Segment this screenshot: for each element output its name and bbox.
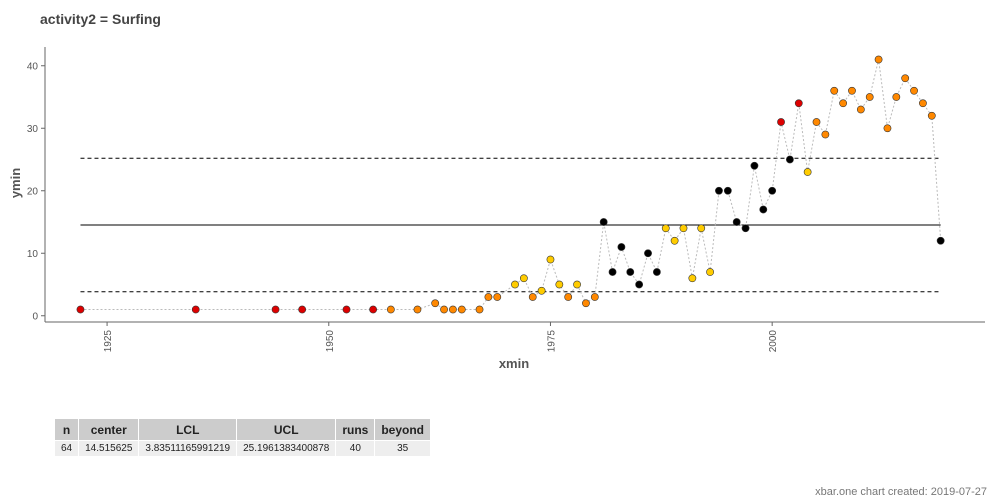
data-point [590,293,599,301]
data-point [927,111,936,120]
data-point [76,305,85,314]
data-point [670,236,679,245]
summary-header-5: beyond [375,419,431,440]
data-point [848,86,856,95]
summary-value-0: 64 [55,441,79,456]
data-point [919,99,927,108]
summary-header-2: LCL [139,419,237,440]
y-tick-label: 30 [27,124,39,135]
data-point [910,86,918,95]
summary-value-5: 35 [375,441,431,456]
data-point [546,255,555,264]
summary-value-3: 25.1961383400878 [237,441,336,456]
data-point [484,293,493,301]
data-point [679,224,688,233]
summary-table: n center LCL UCL runs beyond 64 14.515625 3.835… [54,418,431,457]
data-point [741,224,750,233]
data-point [431,299,440,308]
summary-header-0: n [55,419,79,440]
chart-title: activity2 = Surfing [40,11,161,27]
axes: 0 10 20 30 40 1925 1950 1975 2000 [27,47,985,352]
data-point [369,305,378,314]
data-point [475,305,484,314]
data-point [493,293,502,301]
data-point [449,305,457,314]
data-point [511,280,519,289]
data-point [794,99,803,108]
data-point [564,293,573,301]
summary-header-row: n center LCL UCL runs beyond [55,419,431,440]
x-axis-label: xmin [499,356,529,371]
data-point [644,249,652,258]
data-point [759,205,768,214]
data-point [342,305,351,314]
data-point [750,161,759,170]
data-point [821,130,830,139]
data-point [830,86,839,95]
data-point [386,305,395,314]
x-tick-label: 1975 [546,330,557,353]
summary-value-4: 40 [336,441,375,456]
data-point [271,305,280,314]
data-point [812,118,821,126]
y-tick-label: 40 [27,61,39,72]
summary-value-2: 3.83511165991219 [139,441,237,456]
data-point [528,293,537,301]
data-point [786,155,794,164]
series-line [80,59,942,310]
data-series [76,55,945,314]
data-point [555,280,564,289]
data-point [777,118,785,126]
data-point [874,55,883,64]
data-point [635,280,644,289]
data-point [457,305,466,314]
control-chart: 0 10 20 30 40 1925 1950 1975 2000 xmin ymin [8,47,985,371]
data-point [519,274,528,283]
y-tick-label: 20 [27,186,39,197]
data-point [697,224,706,233]
data-point [617,243,626,251]
x-tick-label: 1925 [103,330,114,353]
summary-value-row: 64 14.515625 3.83511165991219 25.1961383400… [55,441,431,456]
data-point [652,268,661,276]
control-limits [80,157,941,293]
y-tick-label: 0 [32,311,38,322]
data-point [706,268,714,276]
summary-header-3: UCL [237,419,336,440]
footer-note: xbar.one chart created: 2019-07-27 [815,486,987,498]
data-point [537,286,546,295]
data-point [582,299,590,308]
summary-header-1: center [79,419,139,440]
y-tick-label: 10 [27,249,39,260]
data-point [901,74,910,83]
data-point [892,93,901,101]
data-point [803,168,812,176]
y-axis-label: ymin [8,168,23,198]
data-point [298,305,307,314]
data-point [413,305,422,314]
data-point [191,305,200,314]
x-tick-label: 2000 [768,330,779,353]
data-point [599,218,608,226]
data-point [768,186,777,195]
data-point [839,99,848,108]
data-point [608,268,617,276]
summary-header-4: runs [336,419,375,440]
data-point [723,186,732,195]
data-point [856,105,865,114]
x-tick-label: 1950 [325,330,336,353]
data-point [688,274,697,283]
data-point [865,93,874,101]
data-point [626,268,635,276]
data-point [715,186,723,195]
data-point [936,236,945,245]
data-point [573,280,581,289]
data-point [661,224,670,233]
data-point [732,218,741,226]
data-point [883,124,892,133]
summary-value-1: 14.515625 [79,441,139,456]
data-point [440,305,448,314]
